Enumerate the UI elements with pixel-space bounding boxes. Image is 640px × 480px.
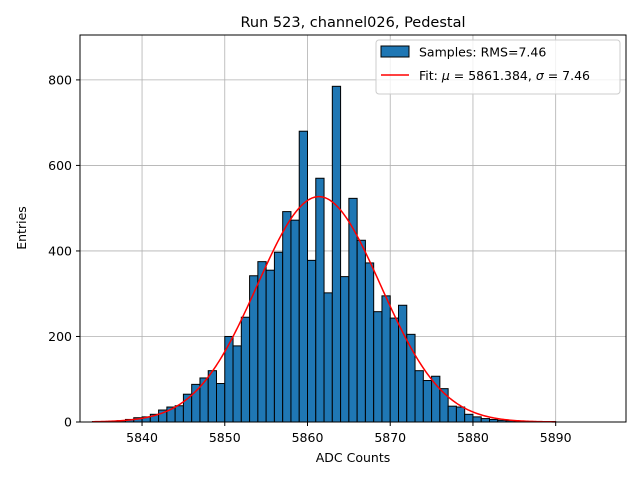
histogram-bar [257,261,267,423]
legend-fit-label: Fit: μ = 5861.384, σ = 7.46 [419,68,590,83]
x-tick-label: 5840 [126,430,158,445]
y-tick-label: 200 [48,329,72,344]
histogram-bar [207,370,218,423]
x-tick-label: 5860 [292,430,324,445]
histogram-bars [91,85,557,423]
histogram-bar [232,345,242,423]
legend-fit-mu-value: = 5861.384, [450,68,536,83]
legend-fit-mu-symbol: μ [441,68,450,83]
plot-frame [79,34,627,423]
histogram-bar [290,219,300,423]
y-tick-label: 400 [48,243,72,258]
histogram-bar [265,269,275,423]
histogram-bar [191,383,201,423]
histogram-bar [298,130,308,423]
y-tick-label: 600 [48,158,72,173]
legend: Samples: RMS=7.46 Fit: μ = 5861.384, σ =… [375,39,621,95]
histogram-bar [174,405,184,423]
x-axis-ticks: 5840 5850 5860 5870 5880 5890 [126,422,572,445]
histogram-bar [348,197,358,423]
y-axis-label: Entries [14,206,29,250]
histogram-bar [373,311,383,423]
histogram-bar [307,259,317,423]
histogram-bar [422,380,433,423]
histogram-bar [356,239,366,423]
legend-fit-sigma-symbol: σ [536,68,545,83]
legend-fit-prefix: Fit: [419,68,442,83]
x-tick-label: 5870 [374,430,406,445]
histogram-bar [472,416,482,423]
histogram-bar [381,295,391,423]
histogram-bar [455,406,466,423]
histogram-bar [273,251,284,423]
histogram-bar [340,276,350,423]
x-axis-label: ADC Counts [316,450,391,465]
legend-fit-sigma-value: = 7.46 [544,68,590,83]
x-tick-label: 5880 [457,430,489,445]
x-tick-label: 5850 [209,430,241,445]
histogram-bar [240,316,251,423]
y-axis-ticks: 0 200 400 600 800 [48,72,80,430]
legend-samples-swatch [380,45,410,58]
histogram-bar [364,262,375,423]
histogram-bar [480,418,490,423]
legend-box [375,39,621,95]
histogram-bar [398,304,408,423]
histogram-bar [216,383,226,423]
histogram-bar [464,413,474,423]
y-tick-label: 800 [48,72,72,87]
y-tick-label: 0 [64,415,72,430]
histogram-bar [414,370,424,423]
histogram-bar [431,375,441,423]
histogram-bar [389,317,399,423]
gaussian-fit-line [92,195,556,423]
histogram-bar [331,85,342,423]
chart-title: Run 523, channel026, Pedestal [240,15,465,31]
x-tick-label: 5890 [540,430,572,445]
histogram-bar [447,405,457,423]
histogram-bar [282,211,292,423]
histogram-bar [323,292,333,423]
legend-samples-label: Samples: RMS=7.46 [419,45,546,60]
histogram-bar [315,177,325,423]
